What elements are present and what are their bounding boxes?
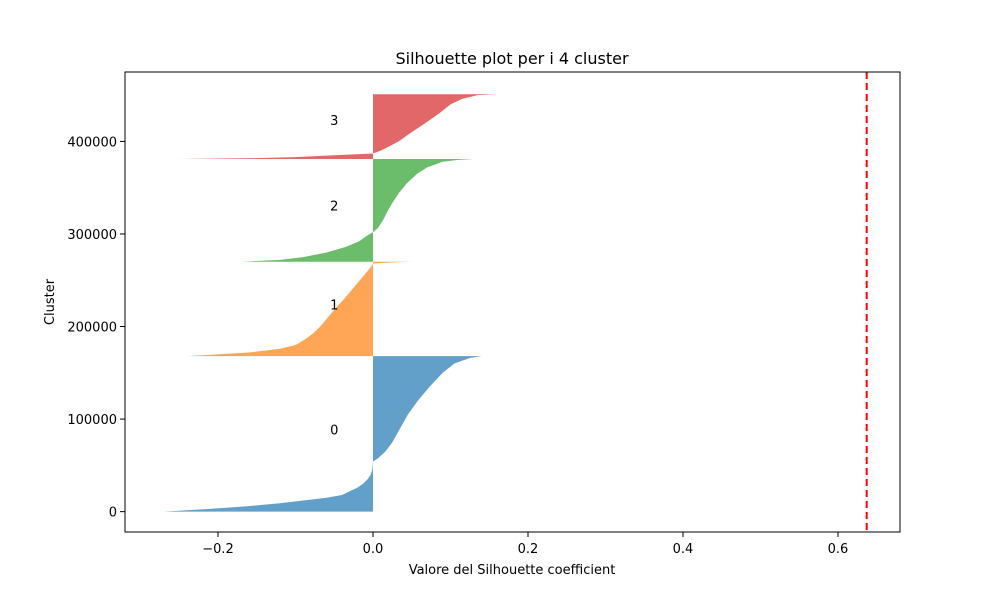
chart-title: Silhouette plot per i 4 cluster [395,49,628,68]
x-tick-label: 0.4 [673,542,694,557]
x-tick-label: 0.6 [828,542,849,557]
cluster-1-silhouette [187,261,412,357]
cluster-0-silhouette [163,356,482,512]
x-axis: −0.2 0.0 0.2 0.4 0.6 [202,532,848,557]
y-axis-label: Cluster [43,278,58,325]
y-tick-label: 0 [109,506,117,521]
cluster-label-0: 0 [330,423,338,438]
x-tick-label: 0.0 [363,542,384,557]
y-tick-label: 400000 [67,135,117,150]
plot-frame [124,71,901,533]
cluster-label-1: 1 [330,298,338,313]
y-tick-label: 200000 [67,321,117,336]
cluster-label-3: 3 [330,114,338,129]
cluster-labels: 0 1 2 3 [330,114,338,438]
y-tick-label: 300000 [67,228,117,243]
cluster-3-silhouette [179,94,497,159]
y-axis: 0 100000 200000 300000 400000 [67,135,125,521]
x-tick-label: 0.2 [518,542,539,557]
x-axis-label: Valore del Silhouette coefficient [409,563,616,578]
cluster-label-2: 2 [330,199,338,214]
cluster-fills [163,94,497,512]
y-tick-label: 100000 [67,413,117,428]
x-tick-label: −0.2 [202,542,234,557]
